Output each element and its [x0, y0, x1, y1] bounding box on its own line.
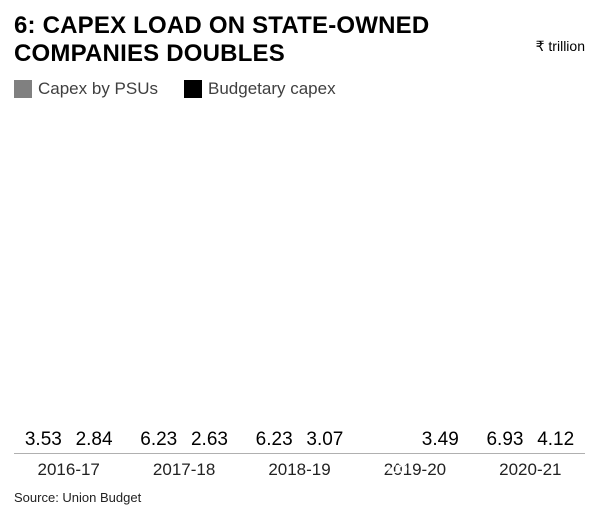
bar-wrap-psu: 6.23 — [249, 429, 300, 453]
bar-value-label: 6.93 — [486, 429, 523, 451]
x-tick-label: 2020-21 — [480, 460, 581, 480]
chart-source: Source: Union Budget — [14, 490, 585, 505]
bar-group: 6.93 4.12 — [480, 105, 581, 453]
chart-plot-area: 3.53 2.84 6.23 2.63 6.23 3.07 7.283.49 6.93 4.12 — [14, 105, 585, 454]
bar-group: 6.23 2.63 — [133, 105, 234, 453]
bar-value-label: 6.23 — [256, 429, 293, 451]
bar-group: 6.23 3.07 — [249, 105, 350, 453]
legend-swatch-budget — [184, 80, 202, 98]
bar-wrap-budget: 3.07 — [300, 429, 351, 453]
bar-wrap-budget: 2.84 — [69, 429, 120, 453]
bar-value-label: 3.53 — [25, 429, 62, 451]
chart-title: 6: CAPEX LOAD ON STATE-OWNED COMPANIES D… — [14, 12, 536, 69]
bar-wrap-budget: 4.12 — [530, 429, 581, 453]
chart-header: 6: CAPEX LOAD ON STATE-OWNED COMPANIES D… — [14, 12, 585, 69]
bar-wrap-psu: 6.23 — [133, 429, 184, 453]
bar-group: 3.53 2.84 — [18, 105, 119, 453]
bar-value-label: 4.12 — [537, 429, 574, 451]
bar-wrap-psu: 3.53 — [18, 429, 69, 453]
legend-item-psu: Capex by PSUs — [14, 79, 158, 99]
legend-label-budget: Budgetary capex — [208, 79, 336, 99]
x-tick-label: 2018-19 — [249, 460, 350, 480]
bar-value-label: 2.63 — [191, 429, 228, 451]
bar-wrap-budget: 3.49 — [415, 429, 466, 453]
bar-value-label: 3.07 — [306, 429, 343, 451]
chart-legend: Capex by PSUs Budgetary capex — [14, 79, 585, 99]
bar-group: 7.283.49 — [364, 105, 465, 453]
chart-x-axis: 2016-172017-182018-192019-202020-21 — [14, 454, 585, 480]
bar-value-label: 6.23 — [140, 429, 177, 451]
bar-wrap-psu: 6.93 — [480, 429, 531, 453]
legend-item-budget: Budgetary capex — [184, 79, 336, 99]
chart-unit-label: ₹ trillion — [536, 12, 585, 55]
legend-swatch-psu — [14, 80, 32, 98]
x-tick-label: 2017-18 — [133, 460, 234, 480]
x-tick-label: 2016-17 — [18, 460, 119, 480]
capex-chart: 6: CAPEX LOAD ON STATE-OWNED COMPANIES D… — [0, 0, 599, 513]
bar-value-label: 2.84 — [76, 429, 113, 451]
legend-label-psu: Capex by PSUs — [38, 79, 158, 99]
bar-wrap-budget: 2.63 — [184, 429, 235, 453]
bar-value-label: 7.28 — [364, 457, 415, 479]
bar-value-label: 3.49 — [422, 429, 459, 451]
